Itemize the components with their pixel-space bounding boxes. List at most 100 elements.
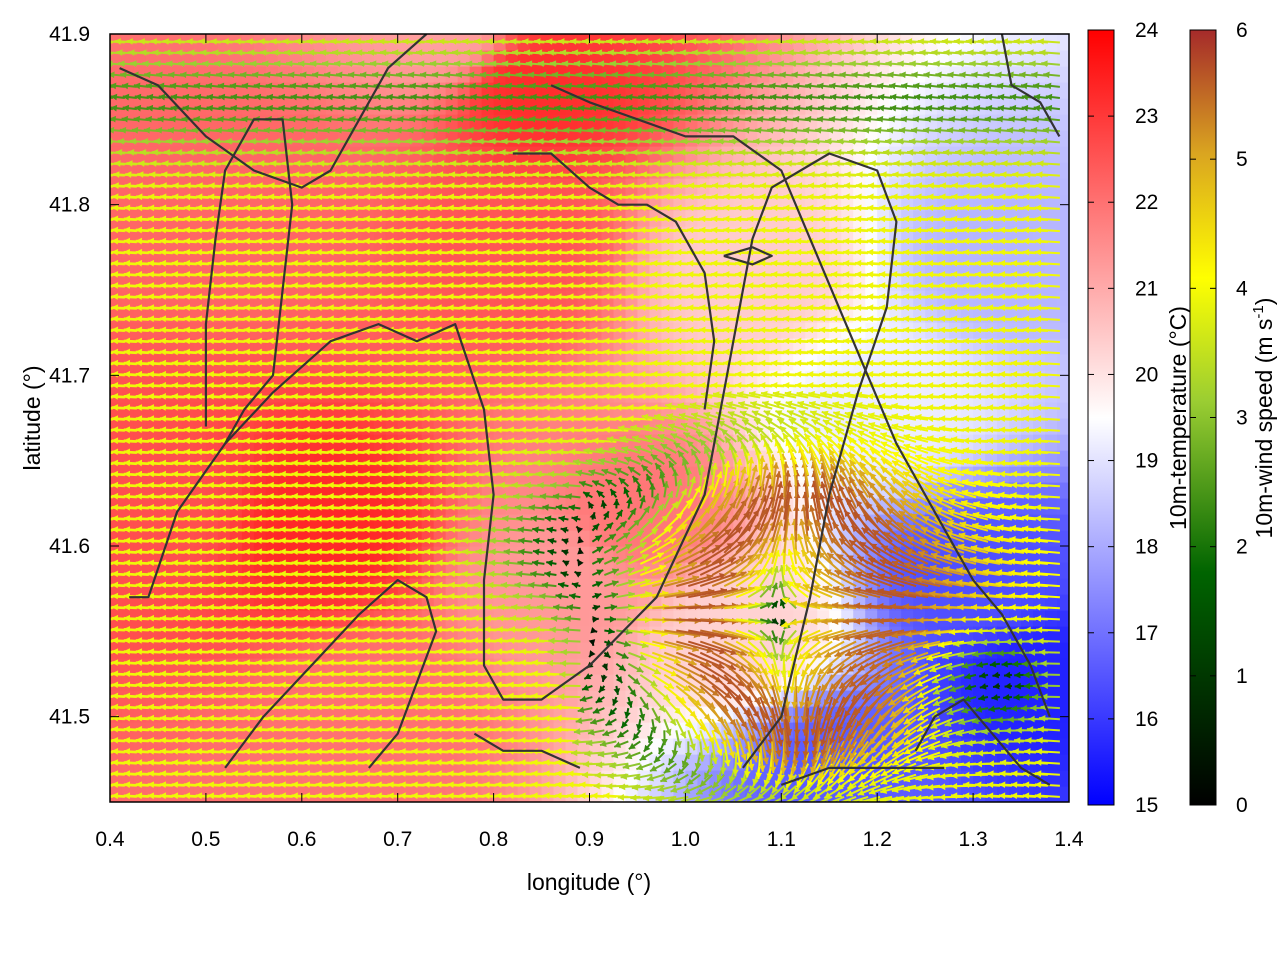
heat-cell (205, 146, 219, 163)
wind-arrow-head (88, 338, 94, 345)
wind-arrow-head (100, 460, 106, 467)
heat-cell (110, 146, 123, 163)
heat-cell (493, 546, 507, 563)
heat-cell (361, 674, 375, 691)
wind-arrow (110, 695, 113, 699)
heat-cell (709, 610, 722, 627)
wind-arrow (110, 673, 113, 676)
wind-arrow (110, 762, 113, 765)
wind-arrow (110, 440, 113, 443)
heat-cell (1057, 258, 1069, 275)
wind-arrow-head (100, 648, 106, 655)
wind-arrow-head (88, 449, 94, 456)
wind-arrow-head (89, 182, 95, 189)
wind-arrow (110, 241, 113, 244)
heat-cell (505, 546, 519, 563)
heat-cell (529, 546, 543, 563)
wind-arrow-head (100, 748, 106, 755)
heat-cell (157, 674, 171, 691)
heat-cell (565, 530, 579, 547)
heat-cell (565, 402, 579, 419)
wind-arrow (110, 573, 113, 577)
heat-cell (469, 402, 483, 419)
wind-arrow-head (98, 116, 104, 123)
heat-cell (205, 402, 219, 419)
heat-cell (433, 546, 447, 563)
heat-cell (1057, 354, 1069, 371)
wind-arrow-head (100, 426, 106, 433)
heat-cell (577, 402, 591, 419)
wind-arrow (110, 729, 113, 732)
wind-arrow-head (100, 437, 106, 444)
heat-cell (397, 546, 411, 563)
wind-arrow (110, 407, 113, 410)
heat-cell (373, 674, 387, 691)
wind-arrow-head (88, 604, 94, 611)
heat-cell (409, 546, 423, 563)
heat-cell (229, 674, 243, 691)
wind-arrow-head (88, 582, 94, 589)
heat-cell (1057, 130, 1069, 147)
wind-arrow (110, 496, 113, 499)
wind-arrow-head (88, 515, 94, 522)
heat-cell (241, 146, 255, 163)
wind-arrow-head (88, 227, 94, 234)
wind-arrow (110, 507, 113, 510)
wind-arrow-head (100, 715, 106, 722)
heat-cell (421, 546, 435, 563)
wind-arrow-head (100, 582, 106, 589)
heat-cell (325, 546, 339, 563)
heat-cell (1057, 482, 1069, 499)
wind-arrow-head (110, 137, 113, 145)
heat-cell (349, 546, 363, 563)
wind-arrow-head (88, 737, 94, 744)
heat-cell (493, 402, 507, 419)
wind-arrow (110, 285, 113, 288)
heat-cell (217, 402, 231, 419)
wind-arrow (110, 252, 113, 255)
heat-cell (577, 626, 591, 643)
heat-cell (193, 674, 207, 691)
wind-arrow-head (100, 326, 106, 333)
wind-arrow-head (100, 559, 106, 566)
wind-arrow-head (100, 282, 106, 289)
wind-arrow-head (89, 171, 95, 178)
wind-arrow (110, 518, 113, 521)
heat-cell (637, 626, 651, 643)
wind-arrow-head (88, 271, 94, 278)
heat-cell (613, 578, 627, 595)
wind-arrow-head (91, 38, 97, 45)
wind-arrow-head (100, 615, 106, 622)
heat-cell (110, 674, 123, 691)
heat-cell (553, 546, 567, 563)
wind-arrow-head (100, 482, 106, 489)
heat-cell (565, 658, 579, 675)
wind-arrow-head (100, 493, 106, 500)
heat-cell (733, 610, 746, 627)
heat-cell (337, 546, 351, 563)
heat-cell (517, 402, 531, 419)
heat-cell (1045, 546, 1058, 563)
heat-cell (313, 546, 327, 563)
wind-arrow (110, 396, 113, 399)
wind-arrow-head (100, 593, 106, 600)
wind-arrow-head (88, 659, 94, 666)
heat-cell (277, 674, 291, 691)
wind-arrow-head (100, 681, 106, 688)
heat-cell (1057, 690, 1069, 707)
heat-cell (421, 674, 435, 691)
heat-cell (193, 402, 207, 419)
wind-arrow-head (88, 670, 94, 677)
heat-cell (1045, 626, 1058, 643)
heat-cell (121, 674, 135, 691)
wind-arrow-head (88, 471, 94, 478)
wind-arrow-head (88, 315, 94, 322)
heat-cell (289, 546, 303, 563)
heat-cell (181, 146, 195, 163)
heat-cell (1057, 546, 1069, 563)
heat-cell (265, 402, 279, 419)
wind-arrow-head (100, 515, 106, 522)
wind-arrow-head (88, 792, 94, 799)
wind-arrow (110, 740, 113, 743)
wind-arrow-head (100, 449, 106, 456)
